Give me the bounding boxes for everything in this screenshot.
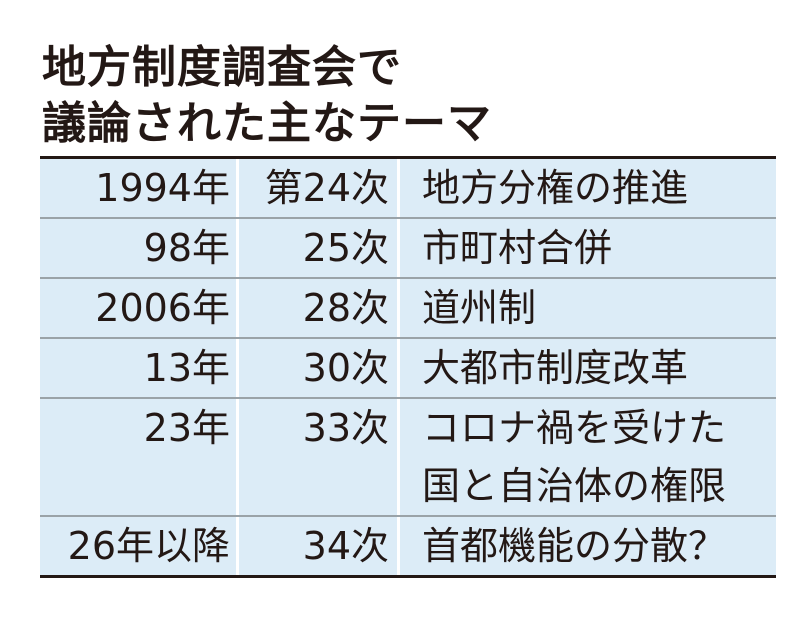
theme-line: 地方分権の推進 [422, 166, 689, 210]
session-cell: 34次 [239, 517, 400, 575]
session-cell: 28次 [239, 279, 400, 337]
table-row: 98年 25次 市町村合併 [40, 219, 776, 279]
table-row: 1994年 第24次 地方分権の推進 [40, 159, 776, 219]
theme-cell: 道州制 [400, 279, 776, 337]
theme-line: 道州制 [422, 286, 537, 330]
year-cell: 13年 [40, 339, 239, 397]
theme-cell: コロナ禍を受けた 国と自治体の権限 [400, 399, 776, 515]
table-row: 13年 30次 大都市制度改革 [40, 339, 776, 399]
theme-line: 大都市制度改革 [422, 346, 689, 390]
year-cell: 26年以降 [40, 517, 239, 575]
theme-line: コロナ禍を受けた [422, 406, 727, 450]
session-cell: 30次 [239, 339, 400, 397]
table-row: 26年以降 34次 首都機能の分散？ [40, 517, 776, 575]
theme-cell: 市町村合併 [400, 219, 776, 277]
year-cell: 98年 [40, 219, 239, 277]
theme-line: 首都機能の分散？ [422, 524, 727, 568]
theme-line: 国と自治体の権限 [422, 464, 727, 508]
theme-cell: 首都機能の分散？ [400, 517, 776, 575]
title-line: 地方制度調査会で [42, 42, 402, 93]
title-line: 議論された主なテーマ [42, 98, 492, 149]
theme-line: 市町村合併 [422, 226, 613, 270]
title: 地方制度調査会で 議論された主なテーマ [42, 40, 492, 152]
session-cell: 33次 [239, 399, 400, 515]
session-cell: 第24次 [239, 159, 400, 217]
year-cell: 1994年 [40, 159, 239, 217]
theme-cell: 地方分権の推進 [400, 159, 776, 217]
table-row: 2006年 28次 道州制 [40, 279, 776, 339]
theme-cell: 大都市制度改革 [400, 339, 776, 397]
year-cell: 2006年 [40, 279, 239, 337]
year-cell: 23年 [40, 399, 239, 515]
session-cell: 25次 [239, 219, 400, 277]
table-row: 23年 33次 コロナ禍を受けた 国と自治体の権限 [40, 399, 776, 517]
table: 1994年 第24次 地方分権の推進 98年 25次 市町村合併 2006年 28次 道州制 13… [40, 156, 776, 578]
